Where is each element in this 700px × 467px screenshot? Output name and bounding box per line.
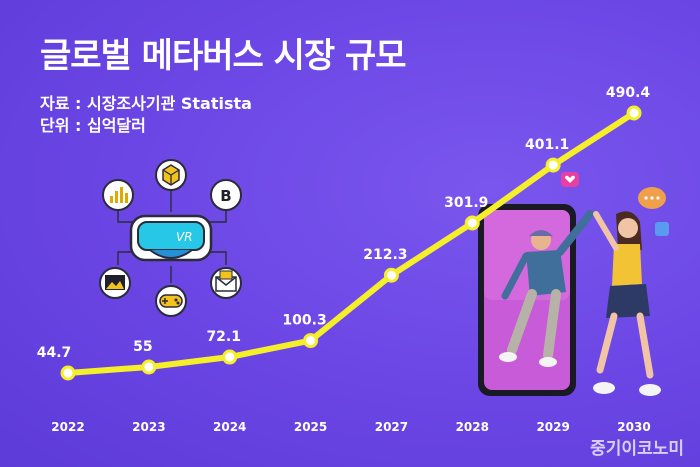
x-tick-label: 2027 [375, 420, 408, 434]
x-tick-label: 2028 [456, 420, 489, 434]
gamepad-icon [155, 285, 187, 317]
data-label: 72.1 [206, 329, 241, 345]
bar-chart-icon [102, 179, 134, 211]
bitcoin-icon: B [210, 179, 242, 211]
vr-label: VR [176, 230, 193, 244]
data-point [464, 215, 480, 231]
x-tick-label: 2030 [617, 420, 650, 434]
unit-line: 단위 : 십억달러 [40, 116, 146, 135]
data-label: 100.3 [282, 313, 326, 329]
data-label: 44.7 [37, 345, 72, 361]
x-tick-label: 2023 [132, 420, 165, 434]
person-illustration [499, 210, 594, 367]
data-point [626, 105, 642, 121]
data-label: 212.3 [363, 247, 407, 263]
data-point [222, 349, 238, 365]
image-icon [99, 267, 131, 299]
source-note: 자료 : 시장조사기관 Statista 단위 : 십억달러 [40, 93, 252, 137]
data-label: 490.4 [606, 85, 651, 101]
watermark: 중기이코노미 [590, 439, 684, 459]
data-point [383, 267, 399, 283]
cube-icon [155, 159, 187, 191]
icon-connectors [117, 190, 227, 283]
bitcoin-symbol: B [220, 187, 231, 205]
data-point [545, 157, 561, 173]
data-label: 301.9 [444, 195, 488, 211]
source-line: 자료 : 시장조사기관 Statista [40, 94, 252, 113]
data-point [303, 333, 319, 349]
data-label: 55 [133, 339, 152, 355]
data-point [141, 359, 157, 375]
x-tick-label: 2025 [294, 420, 327, 434]
data-point [60, 365, 76, 381]
heart-bubble-icon [561, 172, 579, 187]
thumbs-up-icon [655, 222, 669, 236]
vr-headset-icon: VR [129, 214, 213, 262]
woman-illustration [593, 211, 661, 396]
mail-icon [210, 267, 242, 299]
data-label: 401.1 [525, 137, 569, 153]
series-line [65, 110, 637, 376]
chat-bubble-icon [638, 187, 666, 209]
x-tick-label: 2024 [213, 420, 246, 434]
x-tick-label: 2022 [51, 420, 84, 434]
x-tick-label: 2029 [536, 420, 569, 434]
page-title: 글로벌 메타버스 시장 규모 [40, 36, 407, 76]
